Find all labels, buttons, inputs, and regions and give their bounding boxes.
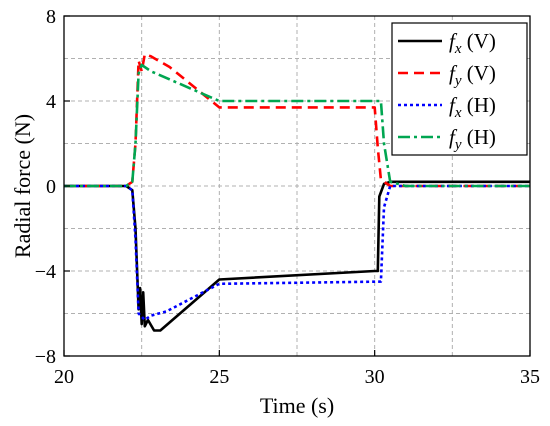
legend-label-2: fx (H) [449,93,496,121]
x-axis-label: Time (s) [260,393,334,418]
y-tick-label: 8 [46,6,56,28]
y-axis-label: Radial force (N) [10,114,35,258]
x-tick-label: 30 [365,366,385,388]
series-group [64,52,530,332]
x-tick-label: 25 [209,366,229,388]
x-tick-label: 20 [54,366,74,388]
ticks: 20 25 30 35 8 4 0 −4 −8 [35,6,540,388]
x-tick-label: 35 [520,366,540,388]
legend-label-3: fy (H) [449,125,496,153]
y-tick-label: 4 [46,91,56,113]
y-tick-label: −8 [35,346,56,368]
legend-label-0: fx (V) [449,29,496,57]
series-line-3 [64,63,530,188]
y-tick-label: −4 [35,261,56,283]
series-line-1 [64,52,530,188]
legend: fx (V) fy (V) fx (H) fy (H) [391,22,528,156]
legend-label-1: fy (V) [449,61,496,89]
legend-box [391,22,528,156]
y-tick-label: 0 [46,176,56,198]
